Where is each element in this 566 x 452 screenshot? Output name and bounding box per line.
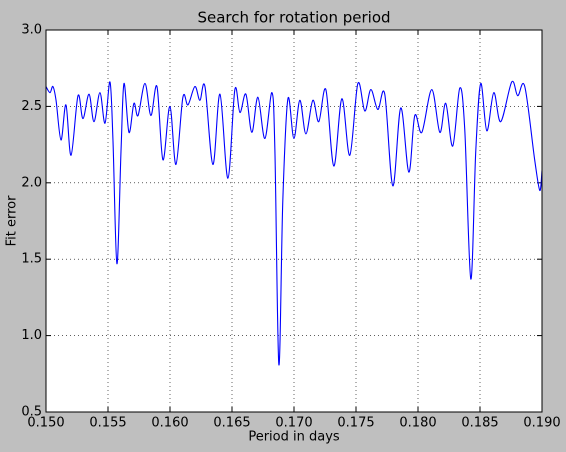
plot-frame [45, 29, 543, 413]
y-tick-label: 3.0 [21, 23, 42, 38]
data-line [46, 80, 542, 366]
y-tick-label: 0.5 [21, 405, 42, 420]
x-tick-label: 0.175 [337, 416, 374, 431]
chart-title: Search for rotation period [197, 9, 390, 27]
y-tick-label: 2.5 [21, 99, 42, 114]
x-tick-label: 0.150 [27, 416, 64, 431]
x-tick-label: 0.160 [151, 416, 188, 431]
plot-area [46, 30, 542, 412]
y-tick-label: 1.5 [21, 252, 42, 267]
x-tick-label: 0.185 [461, 416, 498, 431]
x-tick-label: 0.190 [523, 416, 560, 431]
x-tick-label: 0.170 [275, 416, 312, 431]
x-tick-label: 0.155 [89, 416, 126, 431]
y-axis-label: Fit error [5, 195, 20, 247]
x-tick-label: 0.165 [213, 416, 250, 431]
y-tick-label: 1.0 [21, 328, 42, 343]
y-tick-label: 2.0 [21, 175, 42, 190]
x-axis-label: Period in days [248, 430, 340, 445]
x-tick-label: 0.180 [399, 416, 436, 431]
